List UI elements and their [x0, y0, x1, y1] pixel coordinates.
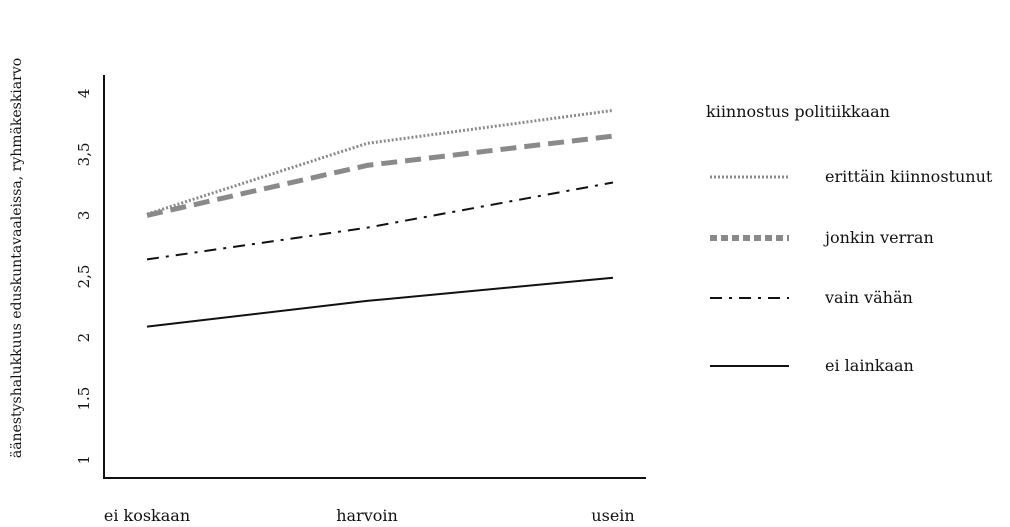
x-tick-label: ei koskaan: [104, 506, 190, 525]
legend-label-4: ei lainkaan: [825, 356, 914, 375]
x-tick-label: usein: [591, 506, 634, 525]
legend-label-1: erittäin kiinnostunut: [825, 167, 993, 186]
legend-label-2: jonkin verran: [823, 228, 934, 247]
y-tick-label: 1.5: [75, 387, 93, 411]
x-axis: ei koskaan harvoin usein: [104, 506, 635, 525]
y-tick-label: 2,5: [75, 265, 93, 289]
series-line-3: [146, 181, 614, 261]
y-axis: 1 1.5 2 2,5 3 3,5 4: [75, 89, 93, 465]
y-axis-title: äänestyshalukkuus eduskuntavaaleissa, ry…: [9, 58, 25, 458]
legend-label-3: vain vähän: [824, 288, 913, 307]
legend-title: kiinnostus politiikkaan: [706, 102, 890, 121]
y-tick-label: 4: [75, 89, 93, 99]
series-line-4: [146, 276, 614, 328]
y-tick-label: 2: [75, 333, 93, 343]
y-tick-label: 3: [75, 211, 93, 221]
x-tick-label: harvoin: [336, 506, 398, 525]
y-tick-label: 1: [75, 455, 93, 465]
y-tick-label: 3,5: [75, 142, 93, 166]
series-line-1: [146, 108, 614, 216]
series-lines: [146, 108, 614, 328]
legend: kiinnostus politiikkaan erittäin kiinnos…: [706, 102, 993, 375]
series-line-2: [146, 133, 614, 218]
